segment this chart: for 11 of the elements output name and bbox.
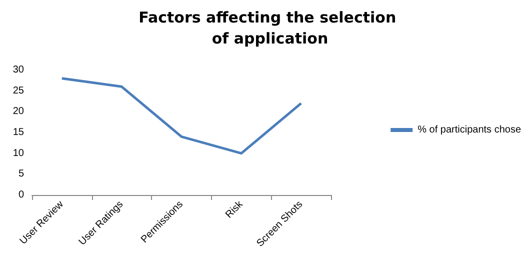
y-tick-label: 30 xyxy=(12,64,24,76)
legend-label: % of participants chose xyxy=(418,124,522,136)
chart-title: Factors affecting the selection of application xyxy=(138,8,402,48)
y-tick-label: 0 xyxy=(18,190,24,200)
line-series xyxy=(60,77,302,155)
y-tick-label: 20 xyxy=(12,106,24,118)
x-tick-label: Risk xyxy=(224,199,246,221)
y-tick-label: 15 xyxy=(12,127,24,138)
y-tick-label: 5 xyxy=(18,168,24,180)
y-tick-label: 25 xyxy=(12,85,24,96)
y-tick-label: 10 xyxy=(12,148,24,159)
